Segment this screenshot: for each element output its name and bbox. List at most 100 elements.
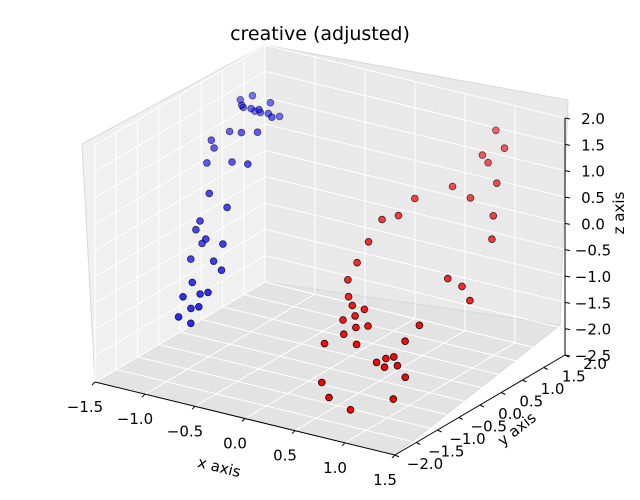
- red-data-point: [448, 182, 457, 191]
- x-tick-mark: [91, 381, 96, 386]
- red-data-point: [466, 194, 475, 202]
- grid-line-z-left: [94, 70, 266, 172]
- z-tick-label: −2.5: [575, 347, 611, 365]
- blue-data-point: [210, 144, 218, 152]
- grid-line-z-left: [94, 123, 266, 225]
- red-data-point: [378, 215, 386, 224]
- red-data-point: [364, 322, 372, 330]
- blue-data-point: [255, 105, 263, 114]
- red-data-point: [389, 353, 398, 361]
- red-data-point: [382, 354, 390, 363]
- grid-line-z-left: [94, 255, 266, 357]
- red-data-point: [372, 358, 381, 367]
- grid-line-z-right: [264, 44, 566, 119]
- x-tick-label: 0.0: [223, 435, 247, 453]
- blue-data-point: [179, 292, 187, 301]
- grid-line-z-right: [264, 149, 566, 224]
- z-tick-label: −0.5: [575, 242, 611, 260]
- blue-data-point: [248, 91, 257, 100]
- z-tick-mark: [564, 117, 571, 120]
- grid-line-y-floor: [137, 356, 438, 431]
- red-data-point: [325, 393, 333, 402]
- grid-line-z-right: [264, 202, 566, 277]
- grid-line-z-left: [94, 149, 266, 251]
- x-tick-mark: [341, 442, 346, 447]
- grid-line-z-right: [264, 281, 566, 356]
- y-tick-mark: [543, 367, 548, 370]
- y-tick-mark: [416, 442, 421, 445]
- red-data-point: [344, 275, 352, 284]
- y-tick-mark: [437, 429, 442, 433]
- blue-data-point: [209, 257, 218, 266]
- z-tick-label: 2.0: [581, 110, 605, 128]
- blue-data-point: [268, 113, 276, 121]
- z-tick-label: −1.5: [575, 294, 611, 312]
- y-tick-mark: [522, 379, 527, 383]
- red-data-point: [353, 258, 361, 267]
- grid-line-y-floor: [116, 369, 417, 443]
- red-data-point: [339, 316, 347, 324]
- y-tick-mark: [479, 404, 485, 408]
- red-data-point: [380, 363, 389, 372]
- red-data-point: [484, 158, 492, 167]
- y-tick-label: 1.5: [562, 368, 586, 386]
- red-data-point: [352, 323, 360, 332]
- x-tick-mark: [191, 405, 196, 410]
- blue-data-point: [223, 203, 231, 212]
- z-tick-mark: [564, 143, 571, 146]
- red-data-point: [492, 126, 500, 135]
- z-tick-mark: [564, 196, 571, 199]
- red-data-point: [401, 373, 410, 382]
- y-tick-mark: [501, 392, 506, 395]
- z-tick-mark: [564, 249, 571, 252]
- x-tick-label: 1.0: [323, 459, 347, 477]
- grid-line-z-left: [94, 97, 266, 199]
- blue-data-point: [196, 290, 204, 298]
- red-data-point: [339, 330, 348, 339]
- z-tick-label: 1.0: [581, 163, 605, 181]
- blue-data-point: [217, 266, 226, 275]
- grid-line-z-left: [94, 281, 266, 383]
- z-tick-label: −1.0: [575, 268, 611, 286]
- red-data-point: [364, 238, 373, 246]
- blue-data-point: [237, 128, 246, 137]
- z-tick-label: 1.5: [581, 136, 605, 154]
- blue-data-point: [253, 128, 262, 137]
- x-axis-label: x axis: [196, 453, 243, 481]
- x-tick-label: −1.0: [117, 410, 153, 428]
- grid-line-y-floor: [179, 331, 481, 406]
- blue-data-point: [202, 235, 210, 243]
- x-tick-mark: [241, 418, 246, 422]
- red-data-point: [344, 292, 353, 301]
- red-data-point: [351, 312, 359, 320]
- x-tick-label: 0.5: [273, 447, 297, 465]
- red-data-point: [317, 378, 326, 387]
- grid-line-y-floor: [222, 306, 523, 381]
- grid-line-z-left: [94, 44, 266, 146]
- red-data-point: [348, 301, 357, 310]
- y-tick-label: 1.0: [541, 380, 565, 398]
- z-axis-label: z axis: [610, 191, 628, 234]
- blue-data-point: [187, 255, 195, 263]
- grid-line-z-right: [264, 97, 566, 172]
- grid-line-z-right: [264, 123, 566, 198]
- blue-data-point: [266, 98, 275, 107]
- grid-line-y-floor: [201, 319, 502, 393]
- blue-data-point: [219, 240, 227, 248]
- red-data-point: [346, 405, 355, 414]
- grid-line-y-floor: [243, 294, 544, 368]
- red-data-point: [389, 395, 398, 403]
- red-data-point: [352, 340, 361, 349]
- x-tick-mark: [391, 454, 396, 459]
- y-tick-label: −1.5: [428, 443, 464, 461]
- red-data-point: [458, 282, 466, 291]
- grid-line-z-left: [94, 202, 266, 304]
- grid-line-z-right: [264, 228, 566, 303]
- y-tick-label: −0.5: [471, 418, 507, 436]
- blue-data-point: [275, 112, 284, 121]
- red-data-point: [415, 321, 424, 330]
- blue-data-point: [207, 136, 216, 145]
- blue-data-point: [244, 160, 252, 168]
